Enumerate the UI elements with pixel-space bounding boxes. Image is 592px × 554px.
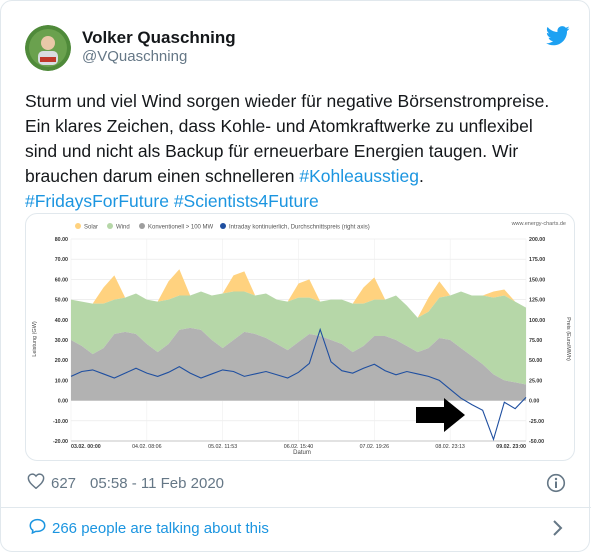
price-series-line bbox=[70, 327, 527, 442]
info-icon[interactable] bbox=[546, 473, 566, 493]
y-tick-right: 0.00 bbox=[529, 399, 539, 405]
legend-swatch-conventional bbox=[139, 223, 145, 229]
chevron-right-icon[interactable] bbox=[551, 518, 565, 538]
y-tick-left: 40.00 bbox=[55, 318, 68, 324]
y-tick-right: 125.00 bbox=[529, 298, 545, 304]
legend-price: Intraday kontinuierlich, Durchschnittspr… bbox=[229, 225, 370, 231]
chart-price-line bbox=[70, 327, 527, 442]
timestamp[interactable]: 05:58 - 11 Feb 2020 bbox=[90, 474, 225, 492]
legend-swatch-wind bbox=[107, 223, 113, 229]
black-arrow-icon bbox=[416, 398, 465, 432]
chart-legend: Solar Wind Konventionell > 100 MW Intrad… bbox=[75, 221, 566, 231]
chart-image[interactable]: Solar Wind Konventionell > 100 MW Intrad… bbox=[25, 213, 575, 461]
y-axis-right-title: Preis (Euro/MWh) bbox=[565, 317, 571, 361]
twitter-bird-icon[interactable] bbox=[545, 25, 570, 47]
y-tick-left: 80.00 bbox=[55, 237, 68, 243]
y-axis-right: 200.00 175.00 150.00 125.00 100.00 75.00 50.00… bbox=[529, 237, 545, 445]
tweet-period: . bbox=[419, 166, 424, 186]
x-tick: 05.02. 11:53 bbox=[208, 444, 237, 450]
x-tick: 07.02. 19:26 bbox=[360, 444, 390, 450]
legend-swatch-solar bbox=[75, 223, 81, 229]
like-count[interactable]: 627 bbox=[51, 474, 77, 492]
y-tick-left: 70.00 bbox=[55, 257, 68, 263]
solar-area bbox=[71, 269, 526, 318]
hashtag-fridaysforfuture[interactable]: #FridaysForFuture bbox=[25, 191, 169, 211]
y-tick-left: 0.00 bbox=[58, 399, 68, 405]
y-tick-right: 175.00 bbox=[529, 257, 545, 263]
conversation-link[interactable]: 266 people are talking about this bbox=[29, 518, 269, 538]
legend-swatch-price bbox=[220, 223, 226, 229]
x-tick: 04.02. 08:06 bbox=[132, 444, 162, 450]
hashtag-scientists4future[interactable]: #Scientists4Future bbox=[173, 191, 319, 211]
conventional-area bbox=[71, 327, 526, 401]
tweet-line-text: brauchen darum einen schnelleren bbox=[25, 166, 300, 186]
y-tick-left: 10.00 bbox=[55, 378, 68, 384]
speech-bubble-icon bbox=[29, 518, 46, 538]
y-tick-right: 150.00 bbox=[529, 277, 545, 283]
tweet-line: Sturm und viel Wind sorgen wieder für ne… bbox=[25, 91, 550, 111]
legend-solar: Solar bbox=[84, 225, 98, 231]
chart-areas bbox=[71, 269, 526, 401]
author-name[interactable]: Volker Quaschning bbox=[82, 28, 236, 47]
hashtag-kohleausstieg[interactable]: #Kohleausstieg bbox=[299, 166, 420, 186]
y-tick-right: -50.00 bbox=[529, 439, 544, 445]
divider bbox=[1, 507, 591, 508]
x-tick: 03.02. 00:00 bbox=[71, 444, 101, 450]
x-tick: 09.02. 23:00 bbox=[496, 444, 526, 450]
tweet-line: #FridaysForFuture #Scientists4Future bbox=[25, 189, 573, 214]
y-tick-right: 75.00 bbox=[529, 338, 542, 344]
tweet-line: sind und nicht als Backup für erneuerbar… bbox=[25, 141, 519, 161]
tweet-line: brauchen darum einen schnelleren #Kohlea… bbox=[25, 164, 573, 189]
legend-conventional: Konventionell > 100 MW bbox=[148, 225, 214, 231]
tweet-footer: 627 05:58 - 11 Feb 2020 bbox=[27, 472, 224, 494]
x-axis: 03.02. 00:00 04.02. 08:06 05.02. 11:53 06.0… bbox=[71, 444, 526, 450]
wind-area bbox=[71, 291, 526, 385]
tweet-text: Sturm und viel Wind sorgen wieder für ne… bbox=[25, 89, 573, 214]
y-tick-left: 60.00 bbox=[55, 277, 68, 283]
avatar[interactable] bbox=[25, 25, 71, 71]
y-tick-right: 200.00 bbox=[529, 237, 545, 243]
tweet-line: Ein klares Zeichen, dass Kohle- und Atom… bbox=[25, 116, 533, 136]
y-tick-right: 25.00 bbox=[529, 378, 542, 384]
x-tick: 08.02. 23:13 bbox=[435, 444, 465, 450]
y-tick-left: 50.00 bbox=[55, 298, 68, 304]
talking-text: 266 people are talking about this bbox=[52, 519, 269, 537]
author-handle[interactable]: @VQuaschning bbox=[82, 48, 188, 65]
legend-wind: Wind bbox=[116, 225, 130, 231]
energy-chart: Solar Wind Konventionell > 100 MW Intrad… bbox=[32, 221, 571, 456]
y-tick-right: -25.00 bbox=[529, 419, 544, 425]
x-tick: 06.02. 15:40 bbox=[284, 444, 314, 450]
y-axis-left-title: Leistung (GW) bbox=[32, 321, 38, 357]
y-tick-right: 50.00 bbox=[529, 358, 542, 364]
y-tick-right: 100.00 bbox=[529, 318, 545, 324]
y-axis-left: 80.00 70.00 60.00 50.00 40.00 30.00 20.00 10.00… bbox=[53, 237, 68, 445]
chart-source: www.energy-charts.de bbox=[511, 221, 566, 227]
y-tick-left: -10.00 bbox=[53, 419, 68, 425]
y-tick-left: 30.00 bbox=[55, 338, 68, 344]
y-tick-left: 20.00 bbox=[55, 358, 68, 364]
x-axis-title: Datum bbox=[293, 450, 311, 456]
y-tick-left: -20.00 bbox=[53, 439, 68, 445]
heart-icon[interactable] bbox=[27, 473, 45, 493]
